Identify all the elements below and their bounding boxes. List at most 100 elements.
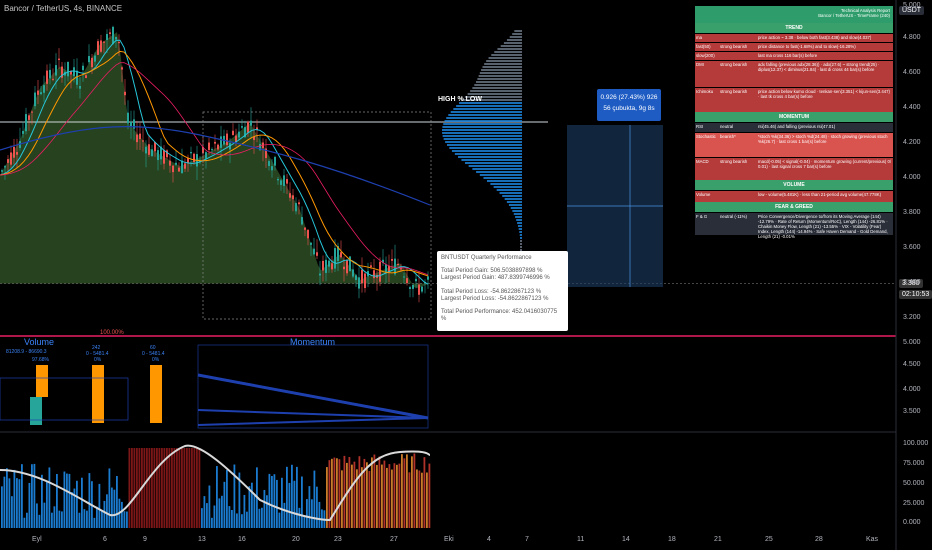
report-section-trend: TREND: [695, 23, 893, 33]
oscillator-bar: [288, 482, 291, 528]
oscillator-bar: [28, 482, 31, 528]
oscillator-bar: [146, 448, 148, 528]
oscillator-bar: [241, 514, 243, 528]
oscillator-bar: [283, 502, 286, 528]
oscillator-bar: [368, 471, 371, 528]
candle-body: [403, 276, 405, 278]
report-section-momentum: MOMENTUM: [695, 112, 893, 122]
candle-body: [193, 153, 195, 162]
oscillator-bar: [281, 477, 283, 528]
oscillator-bar: [268, 473, 271, 528]
candle-body: [259, 143, 261, 151]
candle-body: [277, 178, 279, 181]
oscillator-bar: [201, 508, 203, 528]
candle-body: [358, 277, 360, 289]
candle-body: [385, 264, 387, 272]
candle-body: [136, 134, 138, 143]
oscillator-bar: [391, 469, 393, 528]
candle-body: [241, 126, 243, 128]
oscillator-bar: [178, 448, 181, 528]
report-cell-signal: neutral: [720, 124, 734, 129]
oscillator-bar: [183, 448, 186, 528]
candle-body: [25, 114, 27, 132]
oscillator-bar: [66, 473, 68, 528]
oscillator-bar: [296, 466, 298, 528]
oscillator-bar: [428, 463, 431, 528]
report-row: F & G neutral (-11%) Price Convergence/Div…: [695, 212, 893, 239]
report-cell-indicator: Volume: [696, 192, 711, 197]
volume-profile-bar: [488, 57, 522, 59]
oscillator-bar: [116, 476, 118, 528]
candle-body: [22, 131, 24, 134]
candle-body: [352, 269, 354, 277]
candle-body: [142, 140, 144, 142]
candle-body: [67, 61, 69, 77]
candle-body: [346, 259, 348, 274]
candle-body: [106, 33, 108, 41]
candle-body: [151, 149, 153, 157]
oscillator-bar: [131, 448, 133, 528]
volume-profile-bar: [456, 105, 522, 107]
volume-profile-bar: [448, 114, 522, 116]
oscillator-bar: [218, 498, 221, 528]
oscillator-bar: [273, 474, 276, 528]
candle-body: [331, 263, 333, 270]
momentum-panel-title[interactable]: Momentum: [290, 337, 336, 347]
oscillator-bar: [126, 511, 128, 528]
momentum-line-mid: [197, 409, 429, 419]
oscillator-bar: [211, 517, 213, 528]
volume-panel-title[interactable]: Volume: [24, 337, 55, 347]
oscillator-bar: [386, 467, 388, 528]
oscillator-bar: [8, 478, 11, 528]
candle-body: [103, 41, 105, 43]
oscillator-tick: 50.000: [903, 480, 925, 487]
oscillator-line: [0, 444, 431, 522]
candle-body: [289, 193, 291, 198]
oscillator-bar: [226, 469, 228, 528]
oscillator-bar: [333, 457, 336, 528]
oscillator-bar: [103, 500, 106, 528]
oscillator-bar: [373, 454, 376, 528]
volume-bar: [36, 365, 48, 397]
report-cell-detail: Price Convergence/Divergence to/from its…: [758, 214, 888, 239]
candle-body: [307, 229, 309, 239]
volume-profile-bar: [472, 168, 522, 170]
candle-body: [214, 141, 216, 144]
momentum-tick: 3.500: [903, 408, 921, 415]
volume-profile-bar: [499, 192, 522, 194]
candle-body: [34, 92, 36, 107]
candle-body: [250, 120, 252, 126]
candle-body: [400, 267, 402, 270]
volume-profile-bar: [503, 42, 522, 44]
oscillator-bar: [253, 494, 256, 528]
oscillator-bar: [248, 486, 251, 528]
date-tick: 25: [765, 536, 773, 543]
momentum-frame: [197, 344, 429, 429]
oscillator-bar: [51, 512, 53, 528]
oscillator-bar: [246, 511, 248, 528]
volume-profile-bar: [517, 222, 522, 224]
volume-profile-bar: [445, 141, 522, 143]
oscillator-bar: [203, 496, 206, 528]
oscillator-bar: [21, 464, 23, 528]
candle-body: [232, 130, 234, 135]
candle-body: [118, 41, 120, 44]
current-price-badge: 3.380: [899, 279, 923, 288]
candle-body: [91, 57, 93, 68]
oscillator-bar: [231, 509, 233, 528]
candle-body: [127, 112, 129, 124]
currency-badge[interactable]: USDT: [899, 6, 925, 15]
report-cell-indicator: Ichimoku: [696, 89, 714, 94]
volume-profile-bar: [494, 51, 522, 53]
candle-body: [409, 287, 411, 290]
oscillator-bar: [236, 513, 238, 528]
perf-title: BNTUSDT Quarterly Performance: [441, 255, 532, 261]
oscillator-bar: [43, 502, 46, 528]
volume-profile-bar: [504, 198, 522, 200]
oscillator-bar: [271, 476, 273, 528]
candle-body: [217, 144, 219, 150]
candle-body: [166, 150, 168, 158]
date-tick: 23: [334, 536, 342, 543]
date-tick: 27: [390, 536, 398, 543]
